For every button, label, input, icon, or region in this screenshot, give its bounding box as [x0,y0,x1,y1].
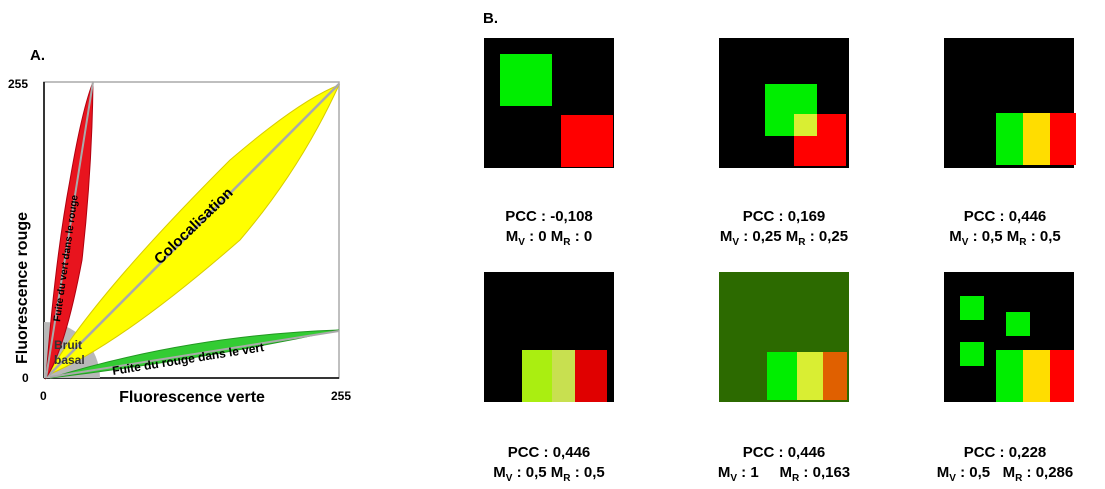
tile-6-yellow-band [1023,350,1050,402]
caption-1: PCC : -0,108 MV : 0 MR : 0 [449,207,649,253]
caption-1-pcc: PCC : -0,108 [505,208,593,225]
tile-3 [944,38,1076,168]
tile-1 [484,38,614,168]
panel-a-label: A. [30,47,45,64]
tile-6-small-green-2 [1006,312,1030,336]
caption-6-pcc: PCC : 0,228 [963,444,1047,461]
x-tick-right: 255 [331,389,351,403]
tile-5-green-band [767,352,797,400]
tile-2 [719,38,849,168]
tile-5-yellow-band [797,352,823,400]
caption-2: PCC : 0,169 MV : 0,25 MR : 0,25 [684,207,884,253]
tile-6-small-green-1 [960,296,984,320]
red-region-diagonal [45,81,94,379]
tile-3-yellow-band [1023,113,1050,165]
basal-label-line2: basal [54,353,85,367]
x-axis-label: Fluorescence verte [119,389,265,406]
tile-5-orange-band [823,352,847,400]
tile-6-small-green-3 [960,342,984,366]
caption-2-manders: MV : 0,25 MR : 0,25 [719,228,849,248]
tile-4 [484,272,614,402]
tile-6-green-band [996,350,1023,402]
tile-1-red-square [561,115,613,167]
tile-3-green-band [996,113,1023,165]
caption-5-manders: MV : 1 MR : 0,163 [717,464,851,484]
panel-b-label: B. [483,10,498,27]
colocalisation-diagonal [47,83,340,377]
tile-6-red-band [1050,350,1074,402]
green-region-diagonal [49,330,340,378]
caption-5: PCC : 0,446 MV : 1 MR : 0,163 [684,443,884,489]
tile-4-pale-band [552,350,575,402]
caption-6: PCC : 0,228 MV : 0,5 MR : 0,286 [905,443,1105,489]
caption-2-pcc: PCC : 0,169 [742,208,826,225]
caption-6-manders: MV : 0,5 MR : 0,286 [936,464,1074,484]
caption-1-manders: MV : 0 MR : 0 [505,228,593,248]
caption-4-manders: MV : 0,5 MR : 0,5 [493,464,605,484]
caption-5-pcc: PCC : 0,446 [742,444,826,461]
tile-1-green-square [500,54,552,106]
tile-2-overlap [794,114,817,136]
caption-4: PCC : 0,446 MV : 0,5 MR : 0,5 [449,443,649,489]
basal-label-line1: Bruit [54,338,82,352]
caption-4-pcc: PCC : 0,446 [507,444,591,461]
tile-4-red-band [575,350,607,402]
tile-4-lime-band [522,350,552,402]
caption-3-pcc: PCC : 0,446 [963,208,1047,225]
tile-6 [944,272,1074,402]
scatter-diagram: Fuite du vert dans le rouge Colocalisati… [8,77,351,406]
y-axis-label: Fluorescence rouge [14,212,31,364]
tile-5 [719,272,849,402]
x-tick-left: 0 [40,389,47,403]
y-tick-bottom: 0 [22,371,29,385]
caption-3-manders: MV : 0,5 MR : 0,5 [949,228,1061,248]
tile-3-red-band [1050,113,1076,165]
y-tick-top: 255 [8,77,28,91]
caption-3: PCC : 0,446 MV : 0,5 MR : 0,5 [905,207,1105,253]
